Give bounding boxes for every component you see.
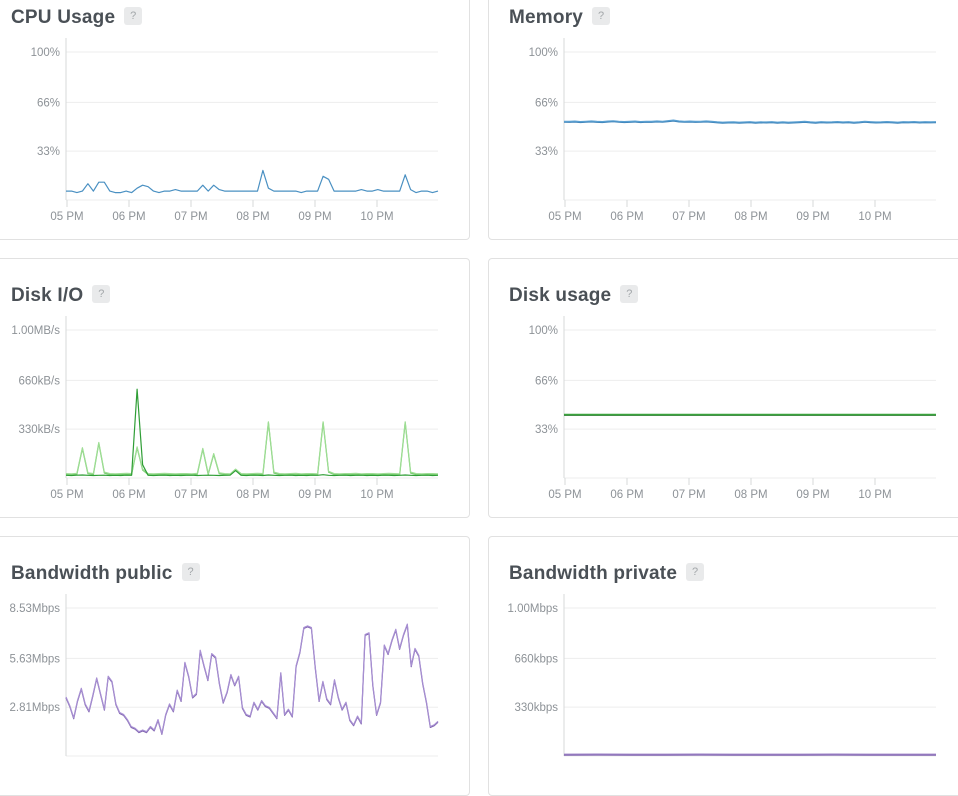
x-axis-label: 07 PM	[174, 489, 207, 501]
x-axis-label: 08 PM	[734, 489, 767, 501]
x-axis-label: 09 PM	[298, 489, 331, 501]
help-icon[interactable]: ?	[182, 563, 200, 581]
y-axis-label: 660kB/s	[18, 375, 60, 387]
x-axis-label: 10 PM	[360, 489, 393, 501]
y-axis-label: 5.63Mbps	[9, 653, 60, 665]
panel-disk-io: Disk I/O ? 1.00MB/s 660kB/s 330kB/s 05 PM 06…	[0, 258, 470, 518]
series-line-edge	[66, 423, 438, 475]
panel-header: Memory ?	[509, 7, 610, 29]
chart-svg: 100% 66% 33% 05 PM 06 PM 07 PM 08 PM 09 PM 10 PM	[0, 32, 449, 237]
x-axis-label: 06 PM	[610, 489, 643, 501]
x-axis-label: 10 PM	[858, 211, 891, 223]
panel-title: CPU Usage	[11, 7, 115, 29]
y-axis-label: 1.00Mbps	[507, 603, 558, 615]
y-axis-label: 66%	[37, 97, 60, 109]
series-line	[564, 120, 936, 122]
panel-bandwidth-public: Bandwidth public ? 8.53Mbps 5.63Mbps 2.81M…	[0, 536, 470, 796]
x-axis-label: 06 PM	[112, 211, 145, 223]
chart-svg: 100% 66% 33% 05 PM 06 PM 07 PM 08 PM 09 PM 10 PM	[489, 32, 947, 237]
x-axis-label: 06 PM	[610, 211, 643, 223]
help-icon[interactable]: ?	[124, 7, 142, 25]
x-axis-label: 09 PM	[796, 211, 829, 223]
y-axis-label: 100%	[529, 47, 558, 59]
y-axis-label: 100%	[529, 325, 558, 337]
y-axis-label: 330kbps	[515, 702, 559, 714]
panel-bandwidth-private: Bandwidth private ? 1.00Mbps 660kbps 330kb…	[488, 536, 958, 796]
x-axis-label: 08 PM	[236, 489, 269, 501]
x-axis-label: 08 PM	[734, 211, 767, 223]
panel-header: Bandwidth public ?	[11, 563, 200, 585]
y-axis-label: 8.53Mbps	[9, 603, 60, 615]
y-axis-label: 33%	[535, 424, 558, 436]
help-icon[interactable]: ?	[92, 285, 110, 303]
help-icon[interactable]: ?	[620, 285, 638, 303]
disk-io-chart: 1.00MB/s 660kB/s 330kB/s 05 PM 06 PM 07 PM 08 …	[0, 310, 449, 515]
y-axis-label: 100%	[31, 47, 60, 59]
panel-title: Disk I/O	[11, 285, 83, 307]
y-axis-label: 66%	[535, 97, 558, 109]
bandwidth-public-chart: 8.53Mbps 5.63Mbps 2.81Mbps	[0, 588, 449, 793]
x-axis-label: 06 PM	[112, 489, 145, 501]
x-axis-label: 10 PM	[858, 489, 891, 501]
chart-svg: 1.00Mbps 660kbps 330kbps	[489, 588, 947, 793]
help-icon[interactable]: ?	[592, 7, 610, 25]
cpu-usage-chart: 100% 66% 33% 05 PM 06 PM 07 PM 08 PM 09 PM 10 PM	[0, 32, 449, 237]
disk-usage-chart: 100% 66% 33% 05 PM 06 PM 07 PM 08 PM 09 PM 10 PM	[489, 310, 947, 515]
panel-title: Bandwidth private	[509, 563, 677, 585]
x-axis-label: 05 PM	[50, 211, 83, 223]
x-axis-label: 10 PM	[360, 211, 393, 223]
x-axis-label: 05 PM	[50, 489, 83, 501]
panel-title: Memory	[509, 7, 583, 29]
x-axis-label: 09 PM	[796, 489, 829, 501]
x-axis-label: 07 PM	[672, 211, 705, 223]
panel-memory: Memory ? 100% 66% 33% 05 PM 06 PM 07 PM 08 PM 0…	[488, 0, 958, 240]
panel-disk-usage: Disk usage ? 100% 66% 33% 05 PM 06 PM 07 PM 08…	[488, 258, 958, 518]
bandwidth-private-chart: 1.00Mbps 660kbps 330kbps	[489, 588, 947, 793]
x-axis-label: 05 PM	[548, 211, 581, 223]
chart-svg: 100% 66% 33% 05 PM 06 PM 07 PM 08 PM 09 PM 10 PM	[489, 310, 947, 515]
memory-chart: 100% 66% 33% 05 PM 06 PM 07 PM 08 PM 09 PM 10 PM	[489, 32, 947, 237]
x-axis-label: 09 PM	[298, 211, 331, 223]
x-axis-label: 07 PM	[174, 211, 207, 223]
series-line	[66, 389, 438, 475]
y-axis-label: 66%	[535, 375, 558, 387]
x-axis-label: 08 PM	[236, 211, 269, 223]
help-icon[interactable]: ?	[686, 563, 704, 581]
panel-cpu-usage: CPU Usage ? 100% 66% 33% 05 PM 06 PM 07 PM 08 …	[0, 0, 470, 240]
chart-svg: 1.00MB/s 660kB/s 330kB/s 05 PM 06 PM 07 PM 08 …	[0, 310, 449, 515]
y-axis-label: 660kbps	[515, 653, 559, 665]
panel-header: Disk I/O ?	[11, 285, 110, 307]
x-axis-label: 07 PM	[672, 489, 705, 501]
y-axis-label: 2.81Mbps	[9, 702, 60, 714]
chart-svg: 8.53Mbps 5.63Mbps 2.81Mbps	[0, 588, 449, 793]
panel-title: Disk usage	[509, 285, 611, 307]
series-line	[66, 170, 438, 192]
y-axis-label: 33%	[535, 146, 558, 158]
y-axis-label: 33%	[37, 146, 60, 158]
panel-title: Bandwidth public	[11, 563, 173, 585]
y-axis-label: 330kB/s	[18, 424, 60, 436]
x-axis-label: 05 PM	[548, 489, 581, 501]
series-line	[66, 624, 438, 733]
panel-header: Bandwidth private ?	[509, 563, 704, 585]
panel-header: CPU Usage ?	[11, 7, 142, 29]
panel-header: Disk usage ?	[509, 285, 638, 307]
y-axis-label: 1.00MB/s	[11, 325, 60, 337]
